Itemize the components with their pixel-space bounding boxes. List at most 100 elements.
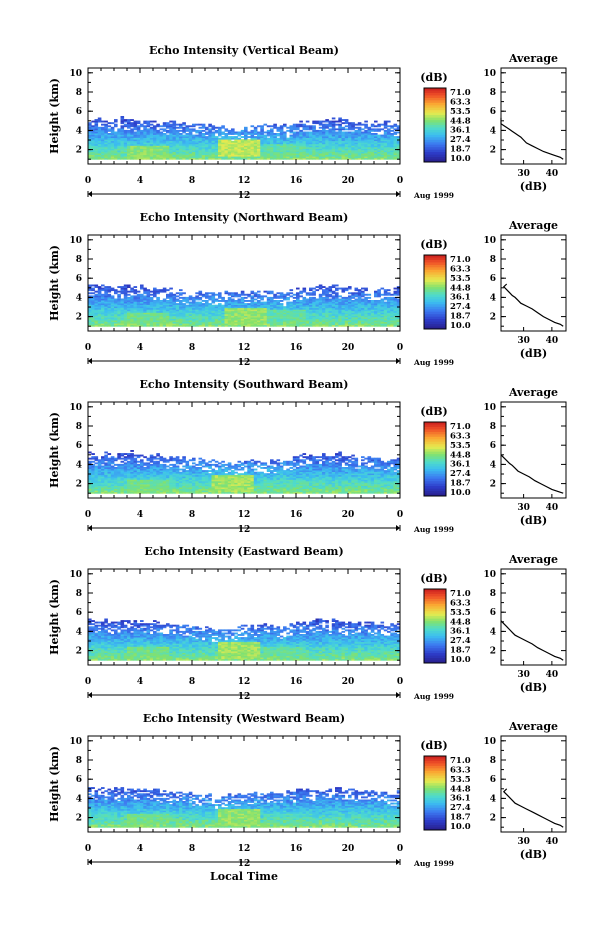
heatmap-cell	[234, 131, 238, 134]
heatmap-cell	[370, 136, 375, 138]
heatmap-cell	[218, 323, 222, 326]
heatmap-cell	[296, 136, 300, 138]
x-tick-label: 0	[397, 343, 403, 353]
heatmap-cell	[127, 320, 131, 323]
heatmap-cell	[361, 304, 365, 307]
heatmap-cell	[188, 136, 193, 138]
heatmap-cell	[218, 129, 222, 132]
heatmap-cell	[357, 295, 362, 298]
heatmap-cell	[344, 306, 349, 309]
colorbar-segment	[424, 296, 446, 300]
heatmap-cell	[318, 134, 323, 137]
heatmap-cell	[237, 307, 242, 310]
heatmap-cell	[153, 157, 157, 160]
heatmap-cell	[97, 148, 102, 151]
heatmap-cell	[344, 137, 349, 140]
heatmap-cell	[270, 296, 274, 299]
heatmap-cell	[94, 153, 99, 156]
heatmap-cell	[104, 462, 108, 465]
heatmap-cell	[351, 310, 355, 313]
heatmap-cell	[338, 287, 342, 290]
heatmap-cell	[377, 148, 381, 151]
heatmap-cell	[344, 303, 349, 305]
heatmap-cell	[367, 143, 372, 146]
heatmap-cell	[133, 286, 138, 288]
heatmap-cell	[250, 301, 255, 304]
heatmap-cell	[192, 300, 196, 302]
heatmap-cell	[289, 157, 294, 160]
heatmap-cell	[302, 136, 307, 138]
heatmap-cell	[270, 304, 274, 307]
heatmap-cell	[146, 298, 151, 301]
heatmap-cell	[322, 307, 326, 310]
heatmap-cell	[322, 315, 326, 318]
heatmap-cell	[153, 140, 157, 143]
heatmap-cell	[318, 147, 323, 149]
heatmap-cell	[244, 133, 248, 135]
heatmap-cell	[97, 485, 102, 488]
heatmap-cell	[133, 317, 138, 319]
heatmap-cell	[387, 128, 391, 131]
heatmap-cell	[348, 143, 352, 146]
heatmap-cell	[198, 134, 203, 137]
heatmap-cell	[205, 145, 209, 148]
heatmap-cell	[260, 137, 264, 140]
heatmap-cell	[335, 289, 339, 292]
heatmap-cell	[149, 320, 154, 323]
heatmap-cell	[88, 479, 92, 482]
heatmap-cell	[91, 131, 95, 134]
heatmap-cell	[218, 153, 222, 156]
heatmap-cell	[185, 324, 190, 327]
heatmap-cell	[247, 324, 251, 327]
heatmap-cell	[169, 298, 173, 301]
heatmap-cell	[348, 131, 352, 134]
heatmap-cell	[305, 300, 310, 302]
heatmap-cell	[260, 309, 264, 312]
heatmap-cell	[120, 150, 125, 152]
heatmap-cell	[182, 306, 186, 309]
heatmap-cell	[234, 147, 238, 149]
heatmap-cell	[88, 474, 92, 477]
y-tick-label: 6	[76, 107, 82, 117]
heatmap-cell	[299, 304, 303, 307]
heatmap-cell	[367, 145, 372, 148]
heatmap-cell	[143, 120, 147, 123]
heatmap-cell	[309, 306, 313, 309]
heatmap-cell	[335, 306, 339, 309]
heatmap-cell	[257, 137, 261, 140]
heatmap-cell	[101, 142, 105, 145]
heatmap-cell	[302, 323, 307, 326]
heatmap-cell	[370, 153, 375, 156]
heatmap-cell	[153, 289, 157, 292]
heatmap-cell	[315, 315, 320, 318]
heatmap-cell	[305, 321, 310, 324]
heatmap-cell	[208, 151, 212, 154]
heatmap-cell	[123, 295, 128, 298]
heatmap-cell	[273, 154, 277, 157]
heatmap-cell	[101, 293, 105, 296]
heatmap-cell	[175, 317, 180, 319]
heatmap-cell	[325, 139, 329, 142]
heatmap-cell	[348, 136, 352, 138]
heatmap-cell	[107, 314, 112, 316]
heatmap-cell	[192, 123, 196, 126]
heatmap-cell	[91, 150, 95, 152]
heatmap-cell	[263, 310, 268, 313]
heatmap-cell	[205, 154, 209, 157]
heatmap-cell	[136, 314, 141, 316]
heatmap-cell	[127, 147, 131, 149]
heatmap-cell	[240, 148, 245, 151]
heatmap-cell	[367, 301, 372, 304]
heatmap-cell	[156, 139, 160, 142]
heatmap-cell	[257, 303, 261, 305]
heatmap-cell	[361, 147, 365, 149]
heatmap-cell	[143, 140, 147, 143]
heatmap-cell	[344, 300, 349, 302]
heatmap-cell	[192, 153, 196, 156]
heatmap-cell	[279, 131, 284, 134]
heatmap-cell	[263, 295, 268, 298]
heatmap-cell	[322, 151, 326, 154]
heatmap-cell	[182, 157, 186, 160]
heatmap-cell	[390, 314, 394, 316]
heatmap-cell	[123, 314, 128, 316]
